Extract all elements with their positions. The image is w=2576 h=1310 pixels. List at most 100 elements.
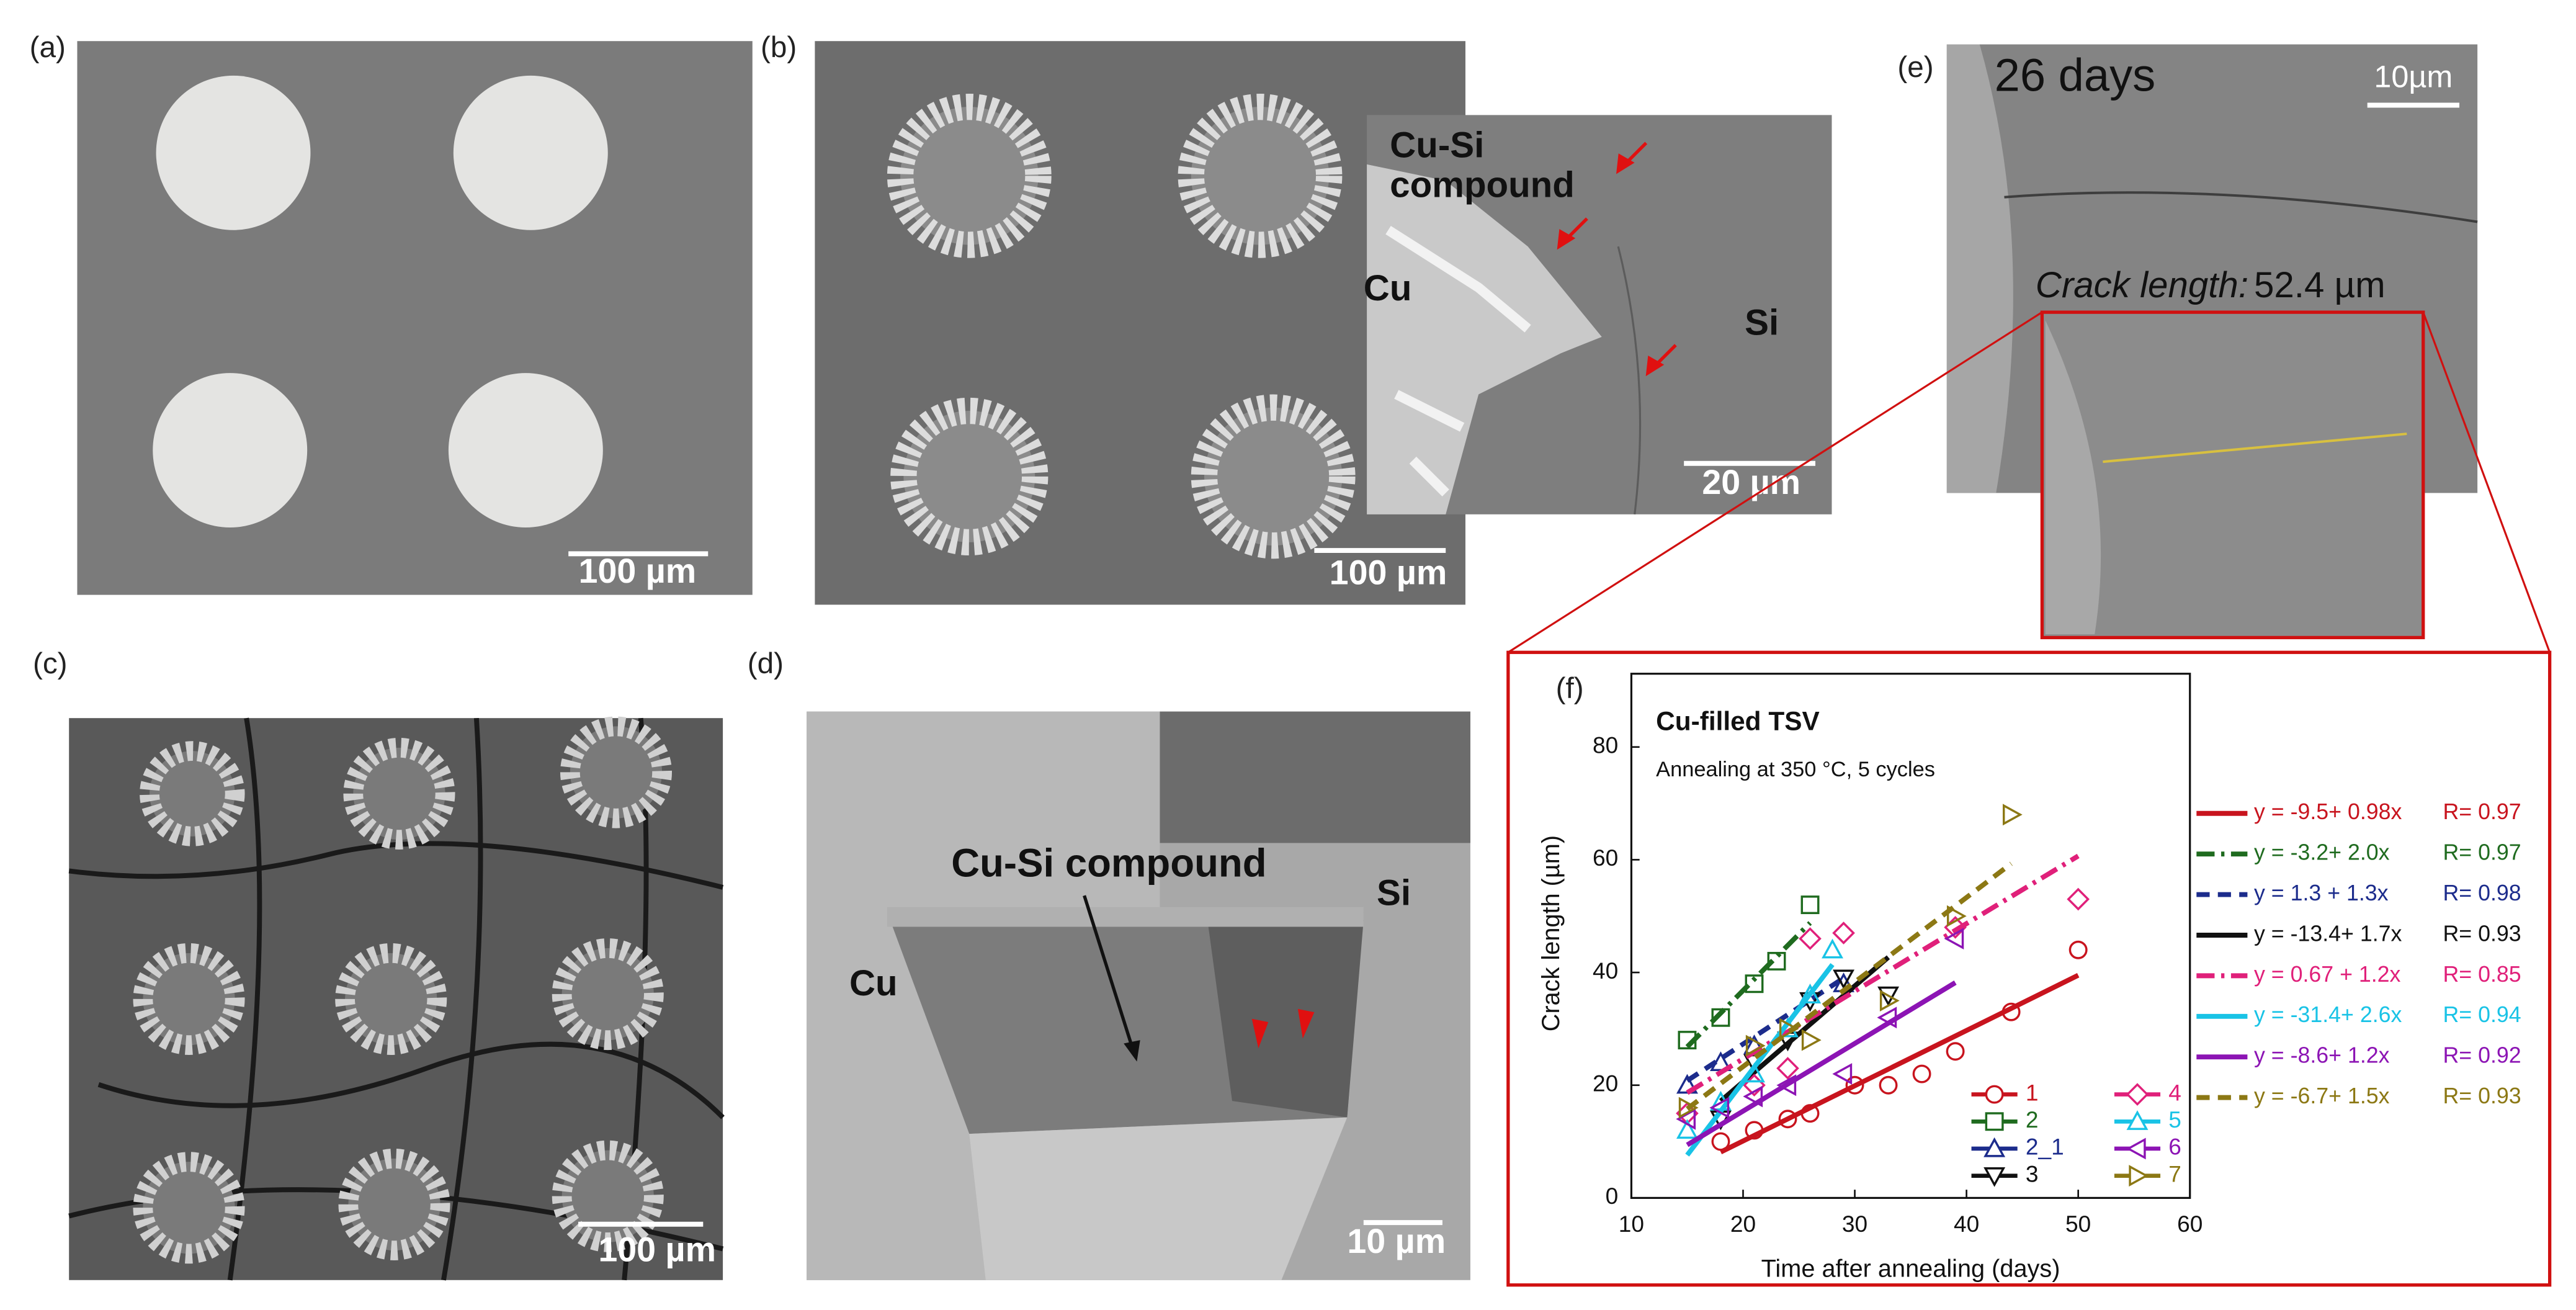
legend-equation: y = -6.7+ 1.5x bbox=[2254, 1083, 2390, 1108]
micrograph-b bbox=[815, 41, 1832, 605]
marker bbox=[1833, 969, 1855, 990]
y-tick-label: 0 bbox=[1606, 1183, 1619, 1209]
scale-bar: 100 µm bbox=[1330, 553, 1447, 591]
legend-r: R= 0.92 bbox=[2443, 1043, 2521, 1068]
marker bbox=[1745, 1034, 1766, 1057]
marker bbox=[2067, 887, 2090, 911]
micrograph-e bbox=[1507, 44, 2551, 653]
panel-label: (c) bbox=[33, 647, 68, 680]
chart-title: Cu-filled TSV bbox=[1656, 706, 1820, 735]
marker bbox=[1985, 1112, 2004, 1131]
marker bbox=[1800, 895, 1820, 915]
legend-equation: y = -8.6+ 1.2x bbox=[2254, 1043, 2390, 1068]
legend-r: R= 0.97 bbox=[2443, 840, 2521, 865]
annotation: Cu bbox=[849, 963, 898, 1003]
marker bbox=[1822, 938, 1844, 959]
legend-label: 1 bbox=[2026, 1079, 2039, 1105]
marker bbox=[2126, 1110, 2149, 1130]
marker bbox=[2001, 1002, 2021, 1021]
annotation: Crack length: bbox=[2036, 265, 2248, 305]
marker bbox=[2129, 1165, 2149, 1187]
marker bbox=[1711, 1008, 1730, 1027]
scale-bar: 10 µm bbox=[1347, 1222, 1446, 1260]
y-axis-label: Crack length (µm) bbox=[1537, 835, 1565, 1031]
marker bbox=[1944, 928, 1964, 950]
marker bbox=[1985, 1085, 2004, 1104]
marker bbox=[1709, 1097, 1730, 1119]
panel-frame bbox=[1506, 650, 2552, 1287]
legend-equation: y = 1.3 + 1.3x bbox=[2254, 881, 2389, 905]
marker bbox=[1676, 1119, 1698, 1139]
scale-bar: 20 µm bbox=[1702, 463, 1800, 501]
fit-line bbox=[1686, 980, 1957, 1147]
y-tick-label: 20 bbox=[1593, 1070, 1618, 1097]
marker bbox=[1879, 990, 1900, 1012]
annotation: Si bbox=[1377, 873, 1411, 913]
legend-equation: y = -31.4+ 2.6x bbox=[2254, 1002, 2402, 1027]
marker bbox=[1678, 1031, 1697, 1050]
x-tick-label: 30 bbox=[1842, 1211, 1867, 1237]
legend-equation: y = 0.67 + 1.2x bbox=[2254, 962, 2401, 987]
panel-label: (e) bbox=[1897, 51, 1933, 84]
panel-label: (b) bbox=[761, 31, 797, 64]
marker bbox=[1778, 1110, 1797, 1129]
scale-bar: 10µm bbox=[2374, 58, 2453, 94]
marker bbox=[1711, 1132, 1730, 1151]
inset-label: Cu-Si bbox=[1390, 125, 1484, 166]
legend-r: R= 0.93 bbox=[2443, 1083, 2521, 1108]
panel-label: (d) bbox=[748, 647, 784, 680]
marker bbox=[1877, 986, 1900, 1007]
legend-label: 4 bbox=[2168, 1079, 2181, 1105]
panel-label: (a) bbox=[30, 31, 66, 64]
fit-line bbox=[1686, 853, 2080, 1095]
marker bbox=[2002, 804, 2023, 826]
legend-label: 7 bbox=[2168, 1160, 2181, 1187]
x-tick-label: 50 bbox=[2065, 1211, 2091, 1237]
micrograph-a bbox=[77, 41, 753, 595]
inset-label: Si bbox=[1745, 303, 1779, 343]
marker bbox=[1877, 1007, 1897, 1029]
marker bbox=[2068, 940, 2088, 959]
plot-frame bbox=[1630, 673, 2191, 1199]
legend-r: R= 0.93 bbox=[2443, 921, 2521, 946]
marker bbox=[1743, 1085, 1763, 1108]
marker bbox=[2126, 1137, 2146, 1160]
annotation: Cu-Si compound bbox=[951, 841, 1266, 885]
inset-label: compound bbox=[1390, 164, 1575, 205]
legend-equation: y = -9.5+ 0.98x bbox=[2254, 799, 2402, 824]
x-tick-label: 20 bbox=[1730, 1211, 1756, 1237]
legend-r: R= 0.85 bbox=[2443, 962, 2521, 987]
marker bbox=[1946, 1042, 1965, 1061]
x-tick-label: 10 bbox=[1619, 1211, 1644, 1237]
marker bbox=[1801, 1029, 1822, 1051]
legend-r: R= 0.94 bbox=[2443, 1002, 2521, 1027]
inset-label: Cu bbox=[1364, 268, 1412, 308]
legend-label: 2_1 bbox=[2026, 1134, 2064, 1160]
y-tick-label: 80 bbox=[1593, 732, 1618, 758]
y-tick-label: 40 bbox=[1593, 958, 1618, 984]
scale-bar: 100 µm bbox=[579, 552, 697, 590]
marker bbox=[1983, 1137, 2006, 1157]
x-tick-label: 40 bbox=[1954, 1211, 1979, 1237]
marker bbox=[1676, 1108, 1696, 1130]
marker bbox=[1983, 1167, 2006, 1187]
marker bbox=[1799, 927, 1822, 950]
marker bbox=[1845, 1075, 1864, 1095]
marker bbox=[1800, 1104, 1820, 1123]
marker bbox=[1832, 1063, 1853, 1085]
marker bbox=[1745, 1121, 1764, 1140]
chart-subtitle: Annealing at 350 °C, 5 cycles bbox=[1656, 758, 1935, 781]
x-tick-label: 60 bbox=[2177, 1211, 2203, 1237]
y-tick-label: 60 bbox=[1593, 845, 1618, 871]
marker bbox=[1743, 1062, 1765, 1083]
marker bbox=[1776, 1074, 1797, 1097]
fit-line bbox=[1685, 962, 1835, 1157]
legend-r: R= 0.98 bbox=[2443, 881, 2521, 905]
marker bbox=[1832, 922, 1855, 944]
marker bbox=[1776, 1057, 1799, 1080]
annotation: 26 days bbox=[1995, 50, 2156, 101]
scale-bar: 100 µm bbox=[598, 1230, 716, 1268]
fit-line bbox=[1719, 973, 2080, 1155]
legend-label: 3 bbox=[2026, 1160, 2039, 1187]
